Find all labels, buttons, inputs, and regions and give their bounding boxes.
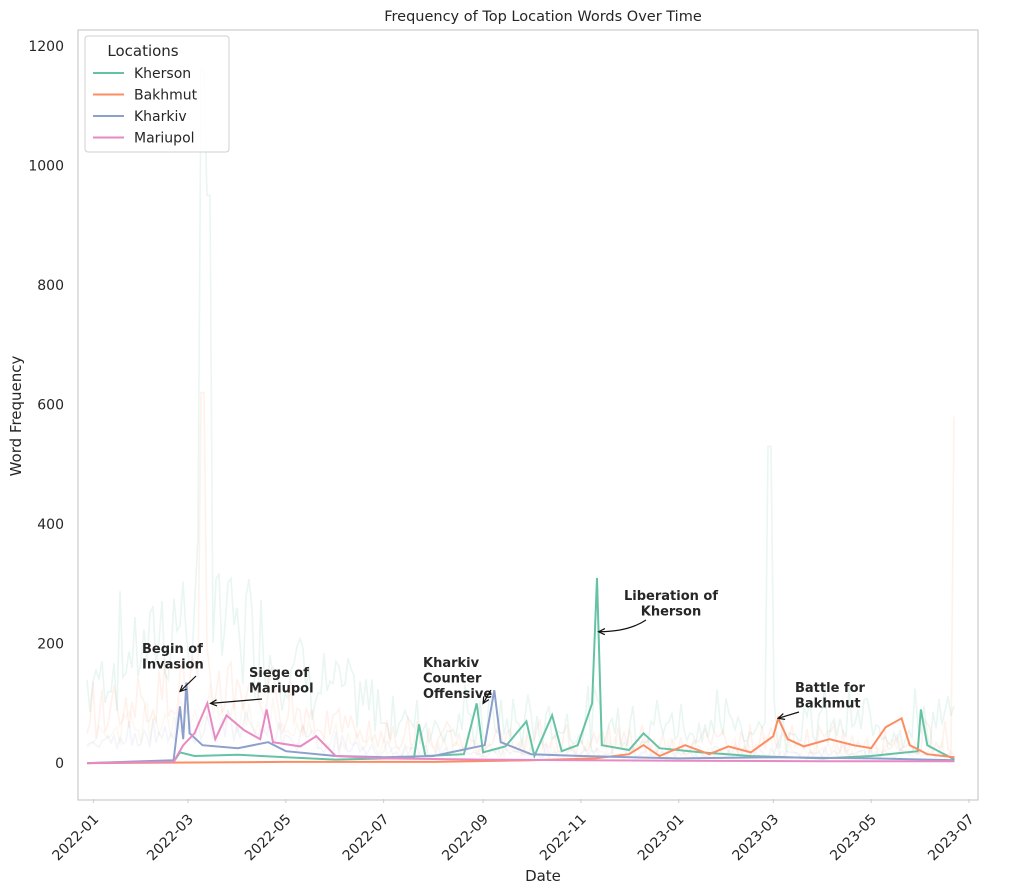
- annotation-arrowhead: [179, 684, 187, 693]
- y-tick-labels: 0 200 400 600 800 1000 1200: [28, 39, 64, 772]
- annotation-arrow: [210, 698, 263, 704]
- annotation-arrow: [778, 711, 800, 719]
- annotations: Begin of Invasion Siege of Mariupol Kharkiv C…: [142, 589, 865, 720]
- x-axis-label: Date: [525, 867, 561, 885]
- x-tick-label: 2022-11: [537, 812, 590, 865]
- annotation-arrowhead: [597, 628, 606, 636]
- legend-box: [84, 35, 230, 153]
- legend-item-mariupol: Mariupol: [93, 131, 195, 147]
- annotation-text: Liberation of Kherson: [624, 589, 718, 620]
- x-tick-label: 2022-09: [439, 812, 492, 865]
- x-tick-label: 2023-05: [827, 812, 880, 865]
- legend-label: Mariupol: [134, 131, 195, 147]
- annotation-2: Siege of Mariupol: [209, 666, 314, 707]
- series-line-bakhmut: [86, 715, 955, 765]
- y-tick-label: 600: [37, 398, 64, 414]
- chart-title: Frequency of Top Location Words Over Tim…: [384, 9, 702, 25]
- legend-label: Kherson: [134, 66, 191, 82]
- annotation-3: Kharkiv Counter Offensive: [423, 656, 492, 705]
- annotation-4: Liberation of Kherson: [597, 589, 718, 636]
- annotation-text: Kharkiv Counter Offensive: [423, 656, 492, 702]
- y-tick-label: 800: [37, 278, 64, 294]
- annotation-arrow: [598, 619, 647, 633]
- plot-frame: [77, 29, 979, 801]
- x-tick-labels: 2022-01 2022-03 2022-05 2022-07 2022-09 2022-…: [50, 799, 978, 864]
- x-tick-label: 2022-07: [340, 812, 393, 865]
- y-tick-label: 400: [37, 517, 64, 533]
- legend: Locations Kherson Bakhmut Kharkiv Mariupol: [84, 35, 230, 153]
- x-tick-label: 2022-05: [242, 812, 295, 865]
- series-layer: [86, 577, 955, 765]
- legend-label: Bakhmut: [134, 88, 198, 104]
- annotation-arrow: [179, 675, 197, 692]
- series-line-mariupol: [86, 700, 955, 765]
- legend-item-kharkiv: Kharkiv: [93, 109, 187, 125]
- x-tick-label: 2022-03: [144, 812, 197, 865]
- y-tick-label: 1200: [28, 39, 64, 55]
- y-tick-label: 200: [37, 637, 64, 653]
- annotation-5: Battle for Bakhmut: [776, 681, 865, 720]
- annotation-text: Siege of Mariupol: [249, 666, 314, 697]
- x-tick-label: 2023-07: [925, 812, 978, 865]
- annotation-arrowhead: [776, 713, 786, 720]
- legend-item-bakhmut: Bakhmut: [93, 88, 198, 104]
- y-axis-label: Word Frequency: [7, 355, 25, 476]
- legend-label: Kharkiv: [134, 109, 187, 125]
- y-tick-label: 0: [55, 756, 64, 772]
- annotation-arrowhead: [209, 699, 218, 707]
- annotation-1: Begin of Invasion: [142, 642, 204, 693]
- annotation-text: Battle for Bakhmut: [795, 681, 865, 712]
- x-tick-label: 2022-01: [50, 812, 103, 865]
- background-noise-lines: [86, 69, 955, 763]
- x-tick-label: 2023-01: [635, 812, 688, 865]
- x-tick-label: 2023-03: [729, 812, 782, 865]
- annotation-arrowhead: [482, 696, 490, 705]
- annotation-text: Begin of Invasion: [142, 642, 204, 673]
- legend-item-kherson: Kherson: [93, 66, 191, 82]
- legend-title: Locations: [107, 42, 178, 60]
- y-tick-label: 1000: [28, 158, 64, 174]
